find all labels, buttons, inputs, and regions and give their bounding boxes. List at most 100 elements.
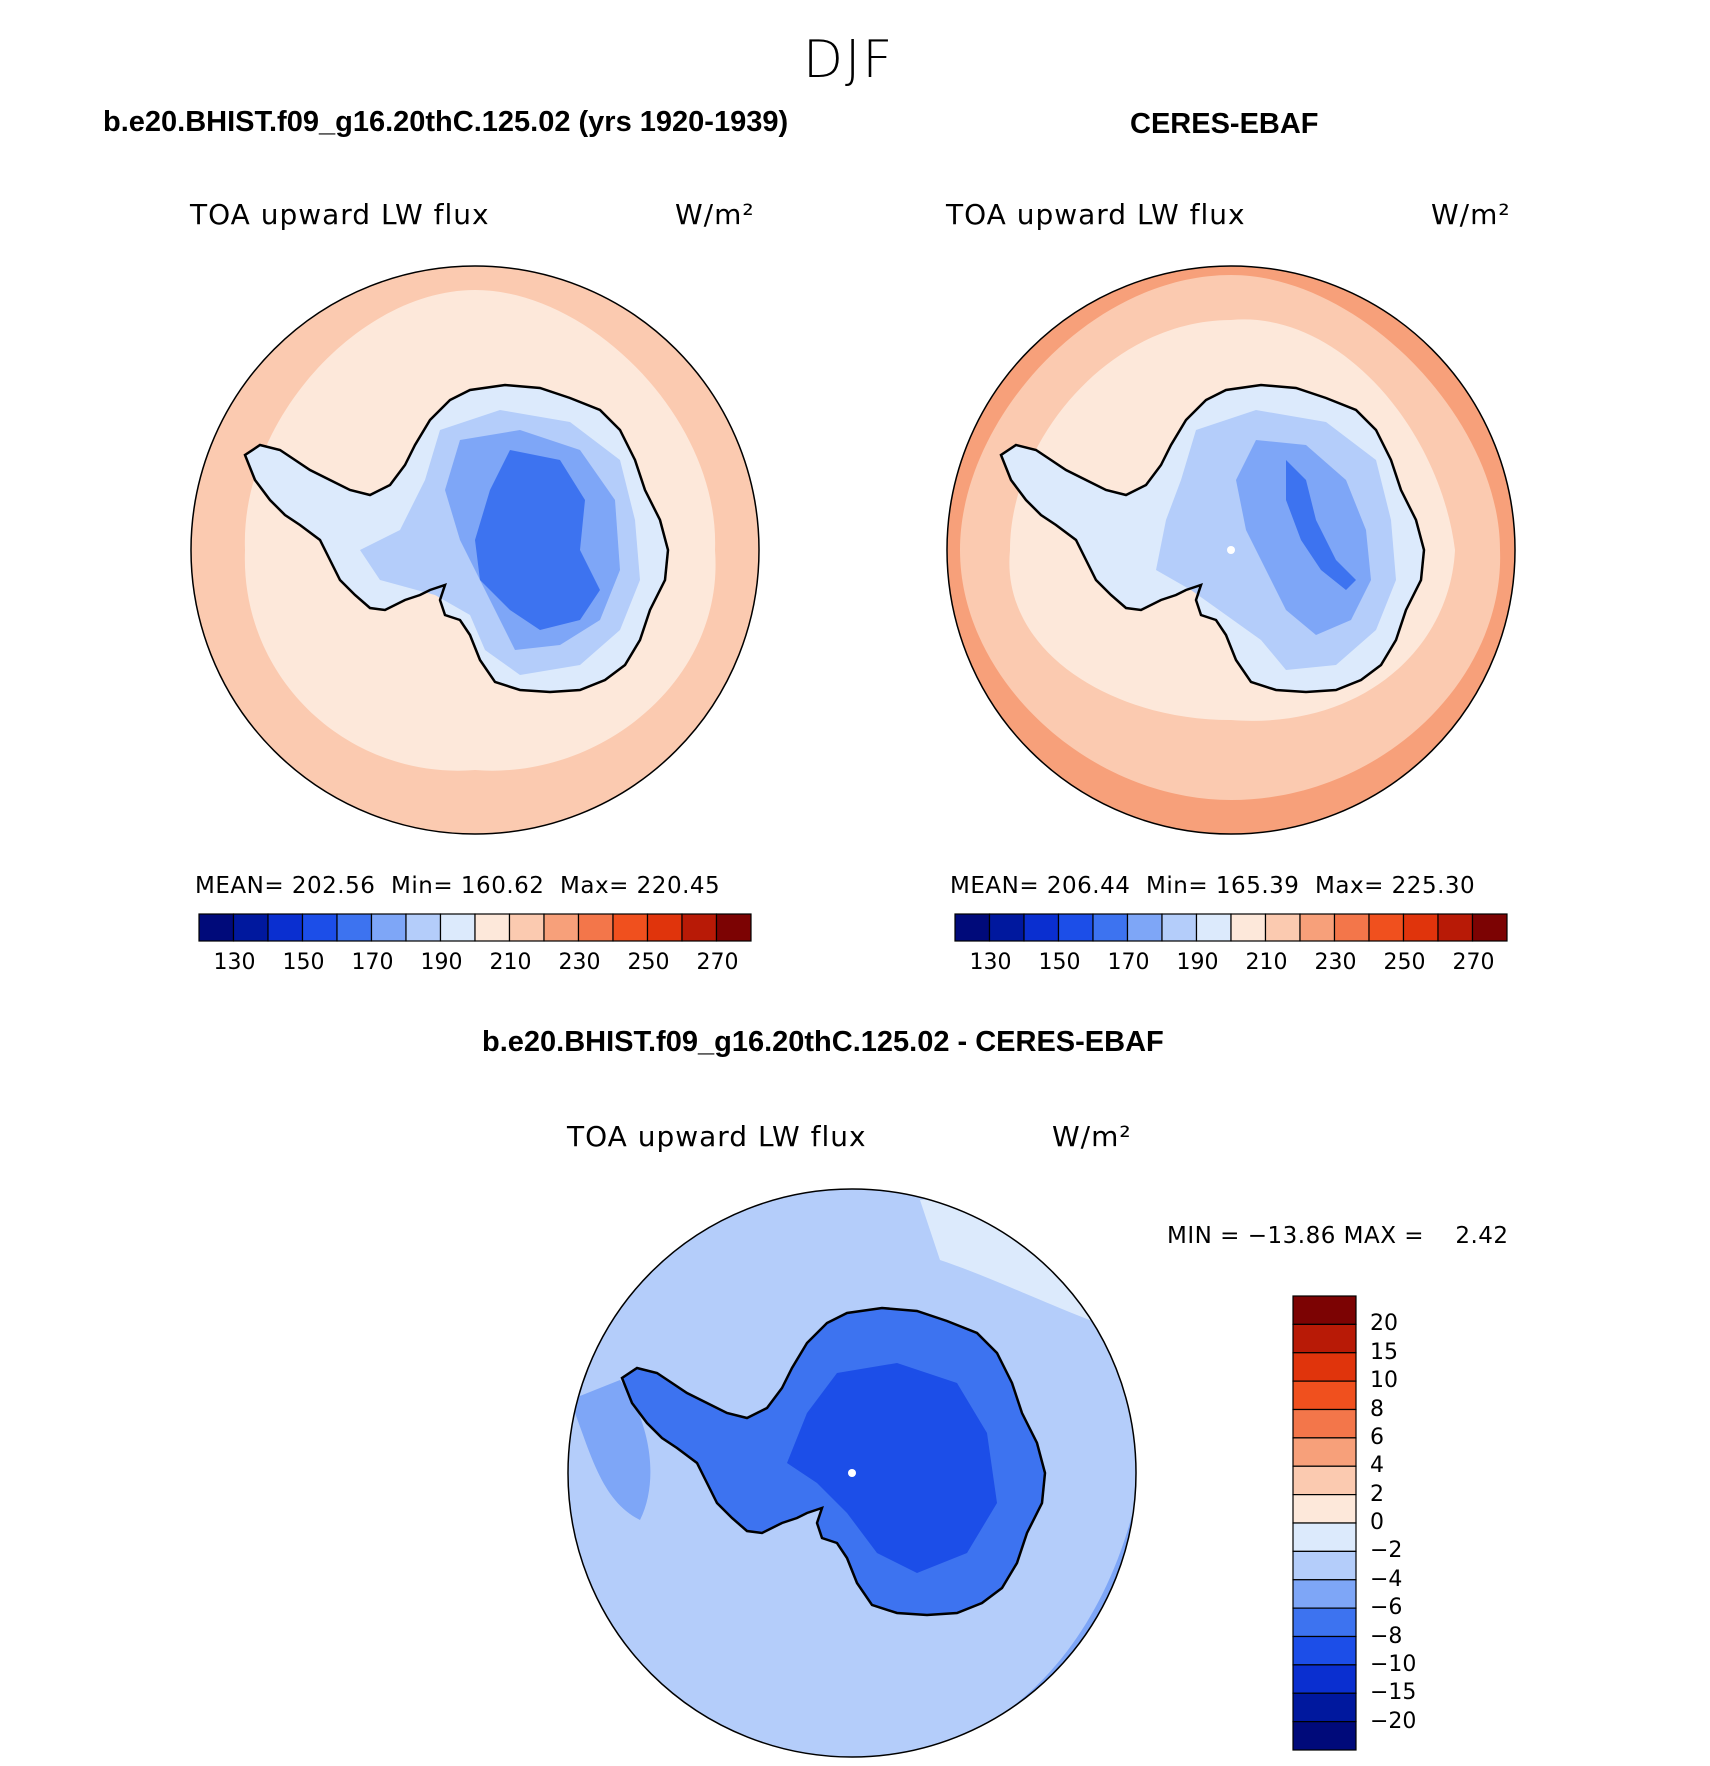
obs-colorbar-tick-label: 210 <box>1245 950 1288 975</box>
diff-colorbar-box-6 <box>1292 1465 1357 1496</box>
diff-colorbar-tick-label: −20 <box>1370 1708 1417 1734</box>
diff-colorbar-box-3 <box>1292 1380 1357 1411</box>
model-colorbar-tick-label: 270 <box>696 950 739 975</box>
diff-colorbar-tick-label: 10 <box>1370 1368 1398 1394</box>
obs-variable-label: TOA upward LW flux <box>946 198 1246 231</box>
model-colorbar-tick-label: 130 <box>213 950 256 975</box>
obs-colorbar-box-8 <box>1230 913 1267 942</box>
obs-colorbar-box-12 <box>1368 913 1405 942</box>
model-colorbar <box>198 913 752 942</box>
obs-colorbar-box-13 <box>1402 913 1439 942</box>
model-colorbar-box-1 <box>232 913 269 942</box>
diff-colorbar-tick-label: 0 <box>1370 1510 1384 1535</box>
model-colorbar-box-13 <box>646 913 683 942</box>
model-mean-label: MEAN= <box>195 873 285 899</box>
diff-colorbar-box-5 <box>1292 1437 1357 1467</box>
obs-colorbar-box-9 <box>1264 913 1301 942</box>
obs-mean-label: MEAN= <box>950 873 1040 899</box>
obs-colorbar-box-5 <box>1126 913 1163 942</box>
diff-west-ocean-field <box>570 1380 651 1520</box>
diff-colorbar-box-15 <box>1292 1721 1357 1751</box>
obs-stats: MEAN= 206.44 Min= 165.39 Max= 225.30 <box>950 873 1475 899</box>
diff-colorbar-box-14 <box>1292 1692 1357 1723</box>
model-colorbar-tick-label: 210 <box>489 950 532 975</box>
model-colorbar-box-2 <box>267 913 304 942</box>
diff-colorbar-box-2 <box>1292 1352 1357 1382</box>
obs-colorbar <box>954 913 1508 942</box>
diff-colorbar-tick-label: 15 <box>1370 1339 1398 1365</box>
diff-northeast-field <box>920 1198 1120 1330</box>
obs-colorbar-tick-label: 130 <box>969 950 1012 975</box>
diff-colorbar <box>1292 1295 1357 1751</box>
model-colorbar-tick-label: 230 <box>558 950 601 975</box>
obs-max-label: Max= <box>1315 873 1384 899</box>
diff-panel-title: b.e20.BHIST.f09_g16.20thC.125.02 - CERES… <box>482 1026 1164 1058</box>
diff-colorbar-tick-label: 2 <box>1370 1481 1384 1507</box>
diff-colorbar-box-4 <box>1292 1408 1357 1439</box>
model-variable-label: TOA upward LW flux <box>190 198 490 231</box>
model-colorbar-box-9 <box>508 913 545 942</box>
obs-colorbar-box-11 <box>1333 913 1370 942</box>
model-panel-title: b.e20.BHIST.f09_g16.20thC.125.02 (yrs 19… <box>103 106 789 138</box>
diff-colorbar-box-13 <box>1292 1664 1357 1694</box>
model-min-label: Min= <box>391 873 454 899</box>
obs-colorbar-box-15 <box>1471 913 1508 942</box>
model-colorbar-tick-label: 170 <box>351 950 394 975</box>
obs-min-value: 165.39 <box>1215 873 1300 899</box>
model-colorbar-box-12 <box>612 913 649 942</box>
obs-colorbar-box-0 <box>954 913 991 942</box>
diff-colorbar-tick-label: −10 <box>1370 1651 1417 1677</box>
obs-map-border <box>946 265 1516 835</box>
diff-colorbar-tick-label: −8 <box>1370 1623 1403 1649</box>
model-colorbar-box-15 <box>715 913 752 942</box>
diff-colorbar-box-9 <box>1292 1550 1357 1581</box>
diff-colorbar-box-0 <box>1292 1295 1357 1325</box>
obs-colorbar-box-1 <box>988 913 1025 942</box>
diff-map-border <box>567 1188 1137 1758</box>
diff-colorbar-tick-label: −4 <box>1370 1566 1403 1592</box>
obs-colorbar-box-14 <box>1437 913 1474 942</box>
diff-colorbar-box-10 <box>1292 1579 1357 1609</box>
obs-colorbar-tick-label: 190 <box>1176 950 1219 975</box>
model-colorbar-tick-label: 190 <box>420 950 463 975</box>
diff-pole-marker <box>848 1469 856 1477</box>
model-min-value: 160.62 <box>460 873 545 899</box>
obs-colorbar-tick-label: 150 <box>1038 950 1081 975</box>
model-colorbar-box-10 <box>543 913 580 942</box>
diff-units-label: W/m² <box>1052 1120 1132 1153</box>
diff-colorbar-box-1 <box>1292 1323 1357 1354</box>
obs-pole-marker <box>1227 546 1235 554</box>
model-units-label: W/m² <box>675 198 755 231</box>
model-max-value: 220.45 <box>636 873 721 899</box>
diff-stats: MIN = −13.86 MAX = 2.42 <box>1167 1223 1509 1249</box>
obs-panel-title: CERES-EBAF <box>1130 108 1319 140</box>
obs-plateau-min-field <box>1286 460 1356 590</box>
model-max-label: Max= <box>560 873 629 899</box>
diff-colorbar-box-12 <box>1292 1635 1357 1666</box>
model-colorbar-box-11 <box>577 913 614 942</box>
model-colorbar-box-5 <box>370 913 407 942</box>
diff-colorbar-tick-label: 4 <box>1370 1453 1384 1479</box>
obs-colorbar-box-4 <box>1092 913 1129 942</box>
model-colorbar-box-8 <box>474 913 511 942</box>
obs-colorbar-tick-label: 170 <box>1107 950 1150 975</box>
obs-colorbar-box-7 <box>1195 913 1232 942</box>
obs-colorbar-box-2 <box>1023 913 1060 942</box>
diff-colorbar-tick-label: 20 <box>1370 1311 1398 1337</box>
model-map <box>191 266 759 834</box>
obs-units-label: W/m² <box>1431 198 1511 231</box>
model-stats: MEAN= 202.56 Min= 160.62 Max= 220.45 <box>195 873 720 899</box>
season-title: DJF <box>803 30 895 90</box>
obs-colorbar-tick-label: 270 <box>1452 950 1495 975</box>
model-colorbar-box-0 <box>198 913 235 942</box>
obs-colorbar-tick-label: 250 <box>1383 950 1426 975</box>
diff-colorbar-tick-label: 6 <box>1370 1424 1384 1450</box>
model-colorbar-box-7 <box>439 913 476 942</box>
model-map-border <box>190 265 760 835</box>
obs-colorbar-box-10 <box>1299 913 1336 942</box>
diff-colorbar-box-7 <box>1292 1494 1357 1524</box>
diff-colorbar-tick-label: −15 <box>1370 1680 1417 1706</box>
obs-max-value: 225.30 <box>1391 873 1476 899</box>
diff-colorbar-box-11 <box>1292 1607 1357 1638</box>
